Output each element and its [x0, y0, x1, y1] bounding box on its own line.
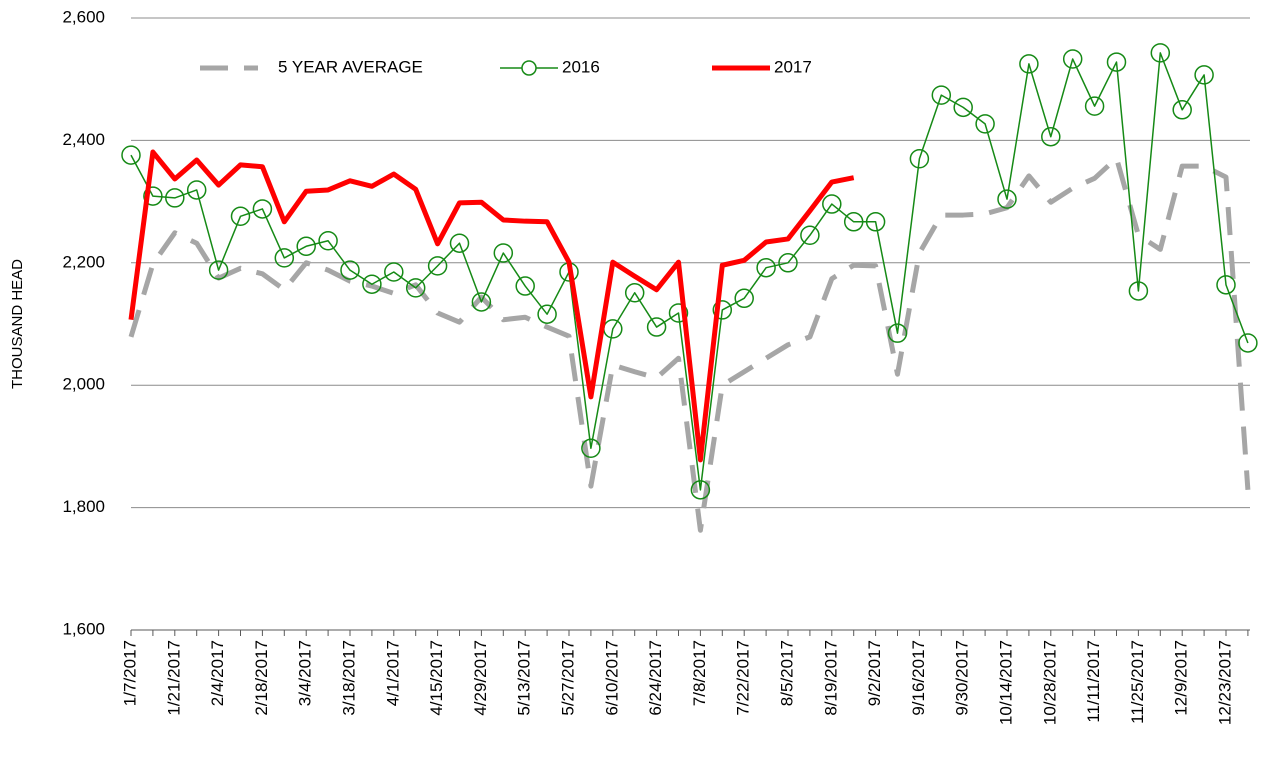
x-tick-label: 3/18/2017: [339, 640, 358, 716]
data-point: [471, 292, 492, 312]
data-point: [800, 225, 820, 246]
series-line: [128, 155, 1251, 533]
data-point: [931, 85, 952, 105]
data-point: [252, 199, 273, 219]
x-tick-label: 12/23/2017: [1215, 640, 1234, 725]
data-point: [712, 300, 733, 320]
legend-label: 2016: [562, 57, 600, 76]
data-point: [865, 212, 886, 232]
y-axis-label: THOUSAND HEAD: [9, 259, 26, 389]
data-point: [975, 114, 995, 134]
y-tick-label: 2,000: [62, 375, 105, 394]
x-tick-label: 6/24/2017: [646, 640, 665, 716]
x-tick-label: 9/30/2017: [953, 640, 972, 716]
x-tick-label: 4/15/2017: [427, 640, 446, 716]
x-tick-label: 5/27/2017: [558, 640, 577, 716]
x-tick-label: 1/21/2017: [164, 640, 183, 716]
data-point: [887, 323, 908, 343]
data-point: [165, 188, 185, 208]
data-point: [822, 194, 842, 214]
data-point: [449, 233, 470, 253]
data-point: [1062, 49, 1083, 69]
data-point: [756, 257, 776, 278]
x-tick-label: 9/16/2017: [909, 640, 928, 716]
data-point: [1216, 275, 1236, 295]
x-tick-label: 4/1/2017: [383, 640, 402, 706]
x-tick-label: 2/18/2017: [252, 640, 271, 716]
y-tick-label: 2,400: [62, 130, 105, 149]
data-point: [362, 274, 382, 294]
x-tick-label: 8/5/2017: [777, 640, 796, 706]
data-point: [624, 283, 645, 303]
x-tick-label: 1/7/2017: [120, 640, 139, 706]
data-point: [384, 262, 404, 282]
data-point: [1041, 126, 1061, 147]
data-point: [318, 231, 338, 251]
x-tick-label: 7/8/2017: [690, 640, 709, 706]
x-tick-label: 6/10/2017: [602, 640, 621, 716]
data-point: [843, 212, 864, 232]
data-point: [690, 480, 711, 500]
x-tick-label: 12/9/2017: [1172, 640, 1191, 716]
data-point: [1172, 100, 1192, 120]
x-tick-label: 2/4/2017: [208, 640, 227, 706]
data-point: [1128, 281, 1149, 301]
data-point: [953, 97, 973, 118]
legend-label: 2017: [774, 57, 812, 76]
data-point: [668, 303, 689, 323]
x-tick-label: 9/2/2017: [865, 640, 884, 706]
data-point: [1238, 333, 1258, 353]
data-point: [405, 278, 426, 298]
series-line: [128, 149, 855, 463]
data-point: [581, 438, 601, 458]
data-point: [537, 304, 557, 324]
data-point: [340, 260, 360, 280]
data-point: [1194, 65, 1214, 85]
legend-label: 5 YEAR AVERAGE: [278, 57, 423, 76]
legend-marker: [521, 60, 537, 76]
data-point: [186, 180, 207, 200]
x-tick-label: 7/22/2017: [734, 640, 753, 716]
x-tick-label: 5/13/2017: [515, 640, 534, 716]
data-point: [1106, 52, 1127, 72]
data-point: [515, 276, 535, 296]
data-point: [778, 253, 798, 273]
x-tick-label: 11/11/2017: [1084, 640, 1103, 723]
data-point: [493, 243, 514, 263]
data-point: [1150, 43, 1171, 63]
y-tick-label: 1,600: [62, 619, 105, 638]
series-line: [130, 52, 1249, 491]
x-tick-label: 8/19/2017: [821, 640, 840, 716]
data-point: [296, 236, 316, 257]
x-tick-label: 10/14/2017: [996, 640, 1015, 725]
data-point: [274, 248, 295, 268]
data-point: [121, 145, 141, 165]
data-point: [909, 149, 930, 169]
data-point: [208, 260, 229, 280]
data-point: [734, 288, 754, 309]
data-point: [1019, 54, 1039, 74]
data-point: [427, 256, 448, 276]
y-tick-label: 1,800: [62, 497, 105, 516]
y-tick-label: 2,600: [62, 7, 105, 26]
data-point: [1084, 96, 1105, 116]
x-tick-label: 4/29/2017: [471, 640, 490, 716]
data-point: [230, 206, 251, 227]
y-tick-label: 2,200: [62, 252, 105, 271]
data-point: [143, 186, 163, 206]
x-tick-label: 3/4/2017: [296, 640, 315, 706]
data-point: [997, 189, 1017, 209]
x-tick-label: 11/25/2017: [1128, 640, 1147, 724]
x-tick-label: 10/28/2017: [1040, 640, 1059, 725]
data-point: [646, 317, 667, 337]
